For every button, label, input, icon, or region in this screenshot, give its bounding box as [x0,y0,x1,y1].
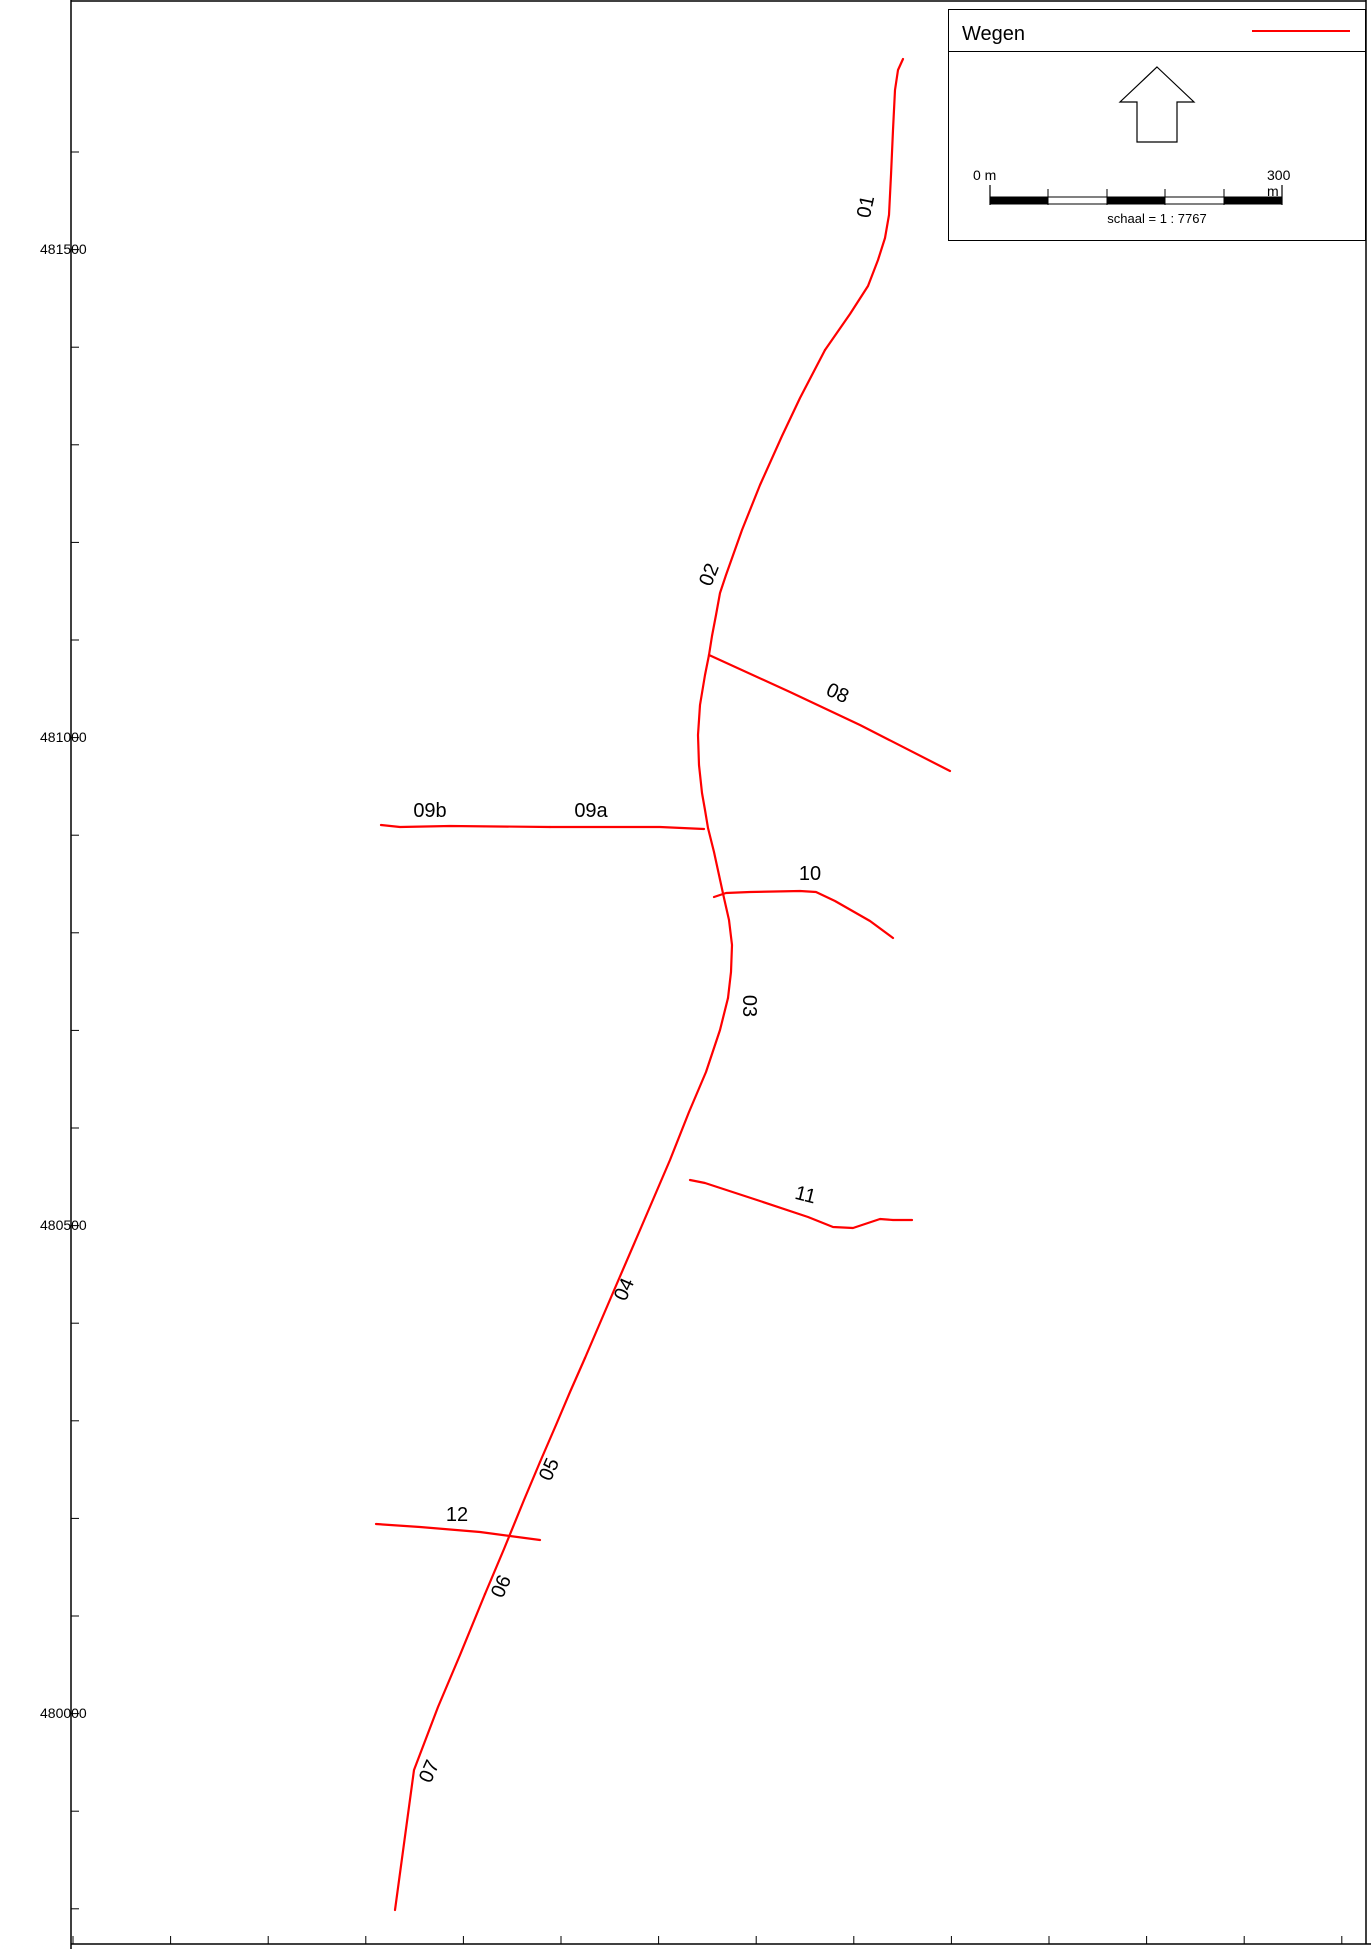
road-label-10: 10 [799,863,821,885]
scale-bar-end-label: 300 m [1267,167,1291,199]
road-10[interactable] [712,889,895,940]
scale-bar-graphic [989,185,1283,205]
road-09b[interactable] [379,823,552,829]
scale-ratio-text: schaal = 1 : 7767 [1107,211,1207,226]
y-axis-label-480500: 480500 [40,1217,87,1233]
scale-bar: 0 m 300 m [973,155,1291,205]
road-09a[interactable] [548,825,706,831]
road-label-07: 07 [415,1757,444,1786]
road-06[interactable] [483,1460,542,1596]
road-01[interactable] [823,57,905,352]
road-label-09a: 09a [574,800,608,822]
road-04[interactable] [583,996,730,1360]
road-label-08: 08 [823,679,852,708]
road-label-09b: 09b [413,800,446,822]
y-axis-label-481000: 481000 [40,729,87,745]
road-label-12: 12 [446,1504,468,1526]
road-05[interactable] [538,1356,587,1464]
y-axis-ticks [71,151,79,1910]
road-label-11: 11 [793,1182,818,1208]
x-axis-ticks [72,1936,1343,1944]
legend-title: Wegen [962,23,1026,45]
road-02[interactable] [707,348,827,657]
legend-header: Wegen [949,10,1365,52]
scale-bar-start-label: 0 m [973,167,997,183]
road-label-02: 02 [695,560,724,589]
road-11[interactable] [688,1178,914,1230]
road-07[interactable] [393,1592,487,1912]
y-axis-label-481500: 481500 [40,241,87,257]
road-label-05: 05 [535,1455,564,1484]
road-03[interactable] [696,653,734,1000]
roads-layer [374,57,952,1912]
road-12[interactable] [374,1522,542,1542]
road-label-01: 01 [853,194,879,220]
north-arrow-icon [1118,66,1196,143]
legend-road-swatch [1252,30,1350,32]
y-axis-label-480000: 480000 [40,1705,87,1721]
road-label-04: 04 [610,1275,639,1304]
road-08[interactable] [707,653,952,773]
road-label-03: 03 [738,995,760,1017]
legend-box: Wegen 0 m 300 m schaal = 1 : [948,9,1366,241]
